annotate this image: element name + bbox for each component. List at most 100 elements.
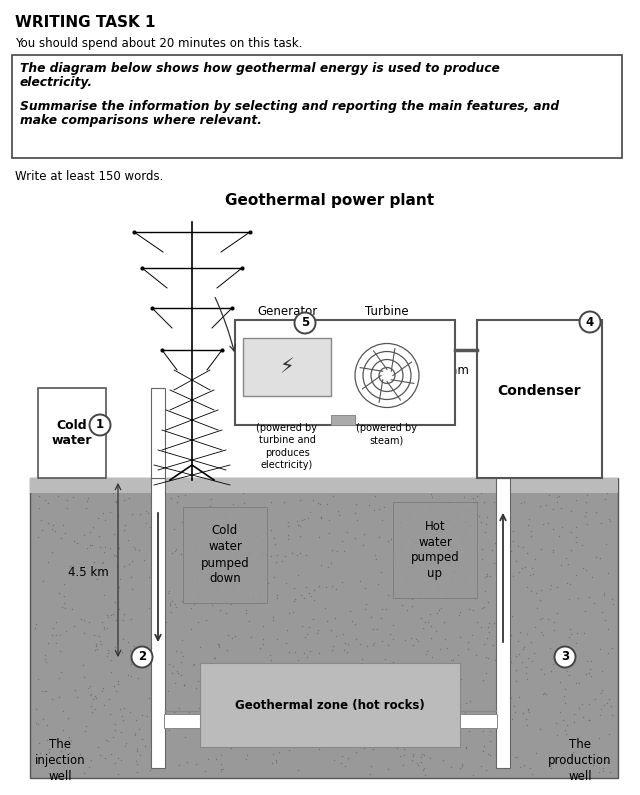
Point bbox=[596, 684, 607, 696]
Point bbox=[150, 629, 160, 642]
Point bbox=[193, 615, 203, 628]
Point bbox=[511, 674, 522, 687]
Point bbox=[337, 693, 348, 706]
Point bbox=[339, 545, 349, 558]
Text: The
production
well: The production well bbox=[548, 738, 612, 783]
Point bbox=[506, 545, 516, 557]
Point bbox=[493, 523, 503, 536]
Point bbox=[93, 481, 103, 494]
Point bbox=[552, 607, 562, 620]
Point bbox=[284, 743, 294, 756]
Point bbox=[438, 754, 448, 766]
Point bbox=[97, 507, 108, 520]
Point bbox=[239, 741, 249, 754]
Point bbox=[296, 738, 307, 750]
Point bbox=[191, 539, 201, 552]
Point bbox=[460, 516, 470, 529]
Point bbox=[42, 734, 52, 747]
Point bbox=[262, 701, 272, 714]
Point bbox=[196, 688, 207, 701]
Point bbox=[58, 723, 68, 736]
Point bbox=[59, 577, 69, 590]
Point bbox=[454, 678, 465, 691]
Point bbox=[397, 511, 407, 524]
Point bbox=[111, 495, 121, 508]
Point bbox=[493, 662, 503, 675]
Point bbox=[167, 546, 177, 559]
Point bbox=[88, 692, 98, 705]
Point bbox=[113, 509, 123, 522]
Point bbox=[90, 689, 100, 702]
Point bbox=[68, 491, 79, 503]
Point bbox=[101, 609, 111, 622]
Point bbox=[484, 735, 495, 747]
Point bbox=[595, 708, 605, 721]
Point bbox=[170, 545, 180, 557]
Point bbox=[381, 603, 392, 615]
Point bbox=[214, 638, 225, 651]
Point bbox=[584, 663, 595, 676]
Point bbox=[144, 692, 154, 704]
Point bbox=[479, 740, 490, 753]
Point bbox=[258, 696, 268, 709]
Point bbox=[546, 664, 556, 677]
Point bbox=[365, 611, 376, 623]
Point bbox=[526, 584, 536, 597]
Point bbox=[116, 726, 127, 739]
Point bbox=[380, 712, 390, 724]
Point bbox=[579, 711, 589, 723]
Point bbox=[289, 678, 299, 691]
Point bbox=[331, 583, 341, 595]
Point bbox=[468, 768, 478, 781]
Point bbox=[269, 571, 280, 584]
Point bbox=[96, 475, 106, 488]
Point bbox=[522, 476, 532, 489]
Text: Condenser: Condenser bbox=[498, 384, 581, 398]
Point bbox=[212, 741, 222, 754]
Point bbox=[598, 762, 609, 775]
Point bbox=[327, 580, 337, 593]
Point bbox=[332, 699, 342, 712]
Point bbox=[472, 616, 482, 629]
Point bbox=[442, 642, 452, 654]
Point bbox=[60, 625, 70, 638]
Point bbox=[132, 743, 143, 755]
Point bbox=[599, 699, 609, 712]
Point bbox=[299, 647, 309, 660]
Point bbox=[216, 762, 227, 775]
Point bbox=[433, 560, 443, 572]
Point bbox=[138, 478, 148, 491]
Point bbox=[463, 724, 474, 737]
Point bbox=[132, 758, 142, 770]
Point bbox=[525, 568, 535, 581]
Point bbox=[292, 514, 303, 527]
Point bbox=[83, 491, 93, 504]
Point bbox=[307, 483, 317, 496]
Point bbox=[340, 759, 350, 772]
Point bbox=[425, 751, 435, 764]
Point bbox=[169, 706, 179, 719]
Point bbox=[461, 696, 471, 709]
Point bbox=[270, 537, 280, 550]
Point bbox=[315, 498, 325, 510]
Point bbox=[439, 616, 449, 629]
Point bbox=[105, 708, 115, 720]
Bar bbox=[243, 338, 331, 396]
Point bbox=[290, 593, 300, 606]
Point bbox=[607, 479, 617, 491]
Point bbox=[37, 685, 47, 698]
Point bbox=[477, 745, 488, 758]
Point bbox=[132, 672, 143, 684]
Point bbox=[385, 627, 396, 640]
Point bbox=[83, 681, 93, 694]
Point bbox=[118, 701, 129, 714]
Point bbox=[523, 703, 533, 716]
Point bbox=[563, 557, 573, 570]
Point bbox=[55, 645, 65, 657]
Point bbox=[582, 655, 593, 668]
Point bbox=[134, 507, 145, 520]
Point bbox=[454, 631, 465, 644]
Point bbox=[226, 741, 236, 754]
Point bbox=[180, 730, 190, 743]
Point bbox=[491, 483, 501, 496]
